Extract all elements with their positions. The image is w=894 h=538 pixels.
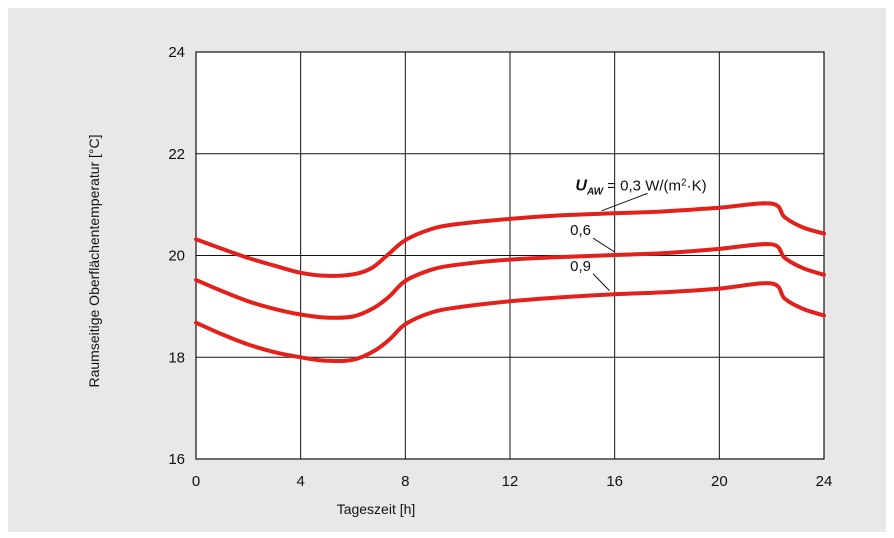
x-tick-label: 20 <box>711 473 728 490</box>
y-tick-label: 20 <box>168 248 185 265</box>
series-line-0-6 <box>194 242 826 320</box>
annotation-leader <box>601 192 648 212</box>
y-tick-label: 16 <box>168 451 185 468</box>
series-lines <box>194 201 826 364</box>
annotation-leader <box>592 237 615 253</box>
x-tick-label: 4 <box>296 473 304 490</box>
series-line-0-9 <box>194 281 826 364</box>
x-tick-label: 12 <box>502 473 519 490</box>
y-axis-label: Raumseitige Oberflächentemperatur [°C] <box>86 134 102 387</box>
x-tick-label: 16 <box>606 473 623 490</box>
y-tick-label: 18 <box>168 349 185 366</box>
annotation-label: 0,9 <box>570 258 591 275</box>
annotation-leader <box>592 273 610 292</box>
x-tick-label: 24 <box>816 473 833 490</box>
x-tick-label: 8 <box>401 473 409 490</box>
chart-figure: 0 4 8 12 16 20 24 16 18 20 22 24 UAW = 0,3 W/(m2·K)… <box>8 8 886 532</box>
x-tick-label: 0 <box>192 473 200 490</box>
annotations: UAW = 0,3 W/(m2·K) 0,6 0,9 <box>570 177 707 292</box>
grid <box>195 51 825 460</box>
y-tick-label: 24 <box>168 44 185 61</box>
x-axis-label: Tageszeit [h] <box>337 501 416 517</box>
y-tick-label: 22 <box>168 146 185 163</box>
line-chart: 0 4 8 12 16 20 24 16 18 20 22 24 UAW = 0,3 W/(m2·K)… <box>86 44 832 517</box>
annotation-label: 0,6 <box>570 222 591 239</box>
annotation-label: UAW = 0,3 W/(m2·K) <box>575 177 706 197</box>
series-line-0-3 <box>194 201 826 278</box>
tick-labels: 0 4 8 12 16 20 24 16 18 20 22 24 <box>168 44 832 490</box>
